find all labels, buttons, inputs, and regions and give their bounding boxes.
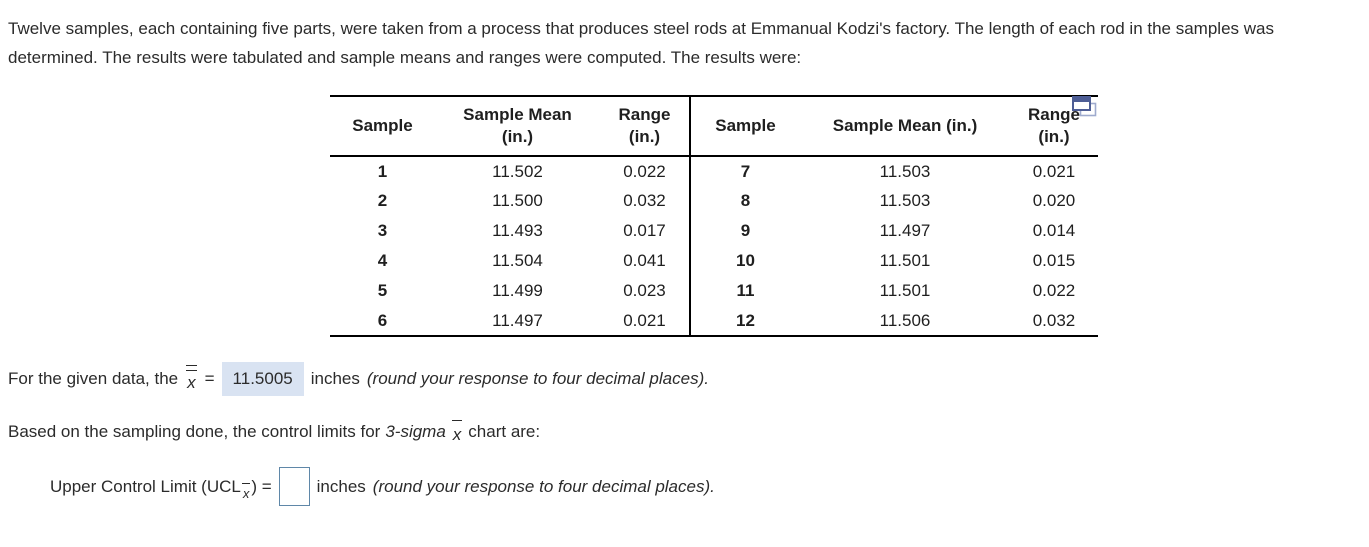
ucl-answer-input[interactable] [278, 467, 310, 506]
header-mean-left: Sample Mean (in.) [463, 105, 572, 146]
unit-label: inches [310, 369, 360, 388]
ucl-line: Upper Control Limit (UCL x ) = inches (r… [50, 467, 1369, 506]
cell-sample: 11 [689, 276, 800, 306]
control-limits-line: Based on the sampling done, the control … [8, 420, 1369, 443]
cell-mean: 11.493 [492, 221, 543, 240]
header-range-right: Range (in.) [1028, 105, 1080, 146]
cell-range: 0.017 [623, 221, 666, 240]
rounding-note: (round your response to four decimal pla… [372, 476, 715, 496]
question-text: Twelve samples, each containing five par… [8, 19, 1274, 67]
samples-table: Sample Sample Mean (in.) Range (in.) Sam… [330, 95, 1098, 337]
unit-label: inches [316, 476, 366, 496]
samples-table-area: Sample Sample Mean (in.) Range (in.) Sam… [330, 95, 1098, 337]
control-limits-prefix: Based on the sampling done, the control … [8, 421, 381, 441]
open-in-new-window-icon[interactable] [1071, 95, 1098, 118]
header-mean-right: Sample Mean (in.) [832, 116, 978, 135]
table-row: 4 11.504 0.041 10 11.501 0.015 [330, 246, 1098, 276]
cell-range: 0.021 [623, 310, 666, 330]
cell-mean: 11.497 [879, 221, 931, 240]
cell-sample: 12 [689, 306, 800, 336]
cell-sample: 2 [377, 191, 388, 210]
cell-sample: 10 [689, 246, 800, 276]
cell-sample: 7 [689, 156, 800, 186]
cell-range: 0.015 [1032, 251, 1076, 270]
cell-range: 0.041 [623, 251, 666, 270]
cell-range: 0.032 [1032, 310, 1076, 330]
ucl-label-prefix: Upper Control Limit (UCL [50, 476, 241, 496]
cell-range: 0.022 [623, 161, 666, 181]
cell-sample: 9 [689, 216, 800, 246]
cell-mean: 11.499 [492, 281, 543, 300]
table-row: 2 11.500 0.032 8 11.503 0.020 [330, 186, 1098, 216]
cell-sample: 6 [377, 310, 388, 330]
x-bar-subscript-symbol: x [241, 482, 250, 501]
cell-range: 0.020 [1032, 191, 1076, 210]
cell-sample: 3 [377, 221, 388, 240]
cell-sample: 8 [689, 186, 800, 216]
xdoublebar-prefix: For the given data, the [8, 369, 179, 388]
cell-range: 0.021 [1032, 161, 1076, 181]
three-sigma-label: 3-sigma [385, 421, 446, 441]
cell-range: 0.022 [1032, 281, 1076, 300]
cell-mean: 11.501 [879, 251, 931, 270]
cell-mean: 11.503 [879, 161, 931, 181]
x-double-bar-symbol: x [186, 364, 197, 392]
table-row: 3 11.493 0.017 9 11.497 0.014 [330, 216, 1098, 246]
cell-mean: 11.504 [492, 251, 543, 270]
ucl-label: Upper Control Limit (UCL x ) = [50, 476, 272, 501]
x-bar-symbol: x [451, 420, 462, 444]
header-sample-right: Sample [689, 96, 800, 156]
table-row: 6 11.497 0.021 12 11.506 0.032 [330, 306, 1098, 336]
table-row: 1 11.502 0.022 7 11.503 0.021 [330, 156, 1098, 186]
cell-mean: 11.497 [492, 310, 543, 330]
cell-range: 0.032 [623, 191, 666, 210]
cell-sample: 1 [377, 161, 388, 181]
xdoublebar-answer-box[interactable]: 11.5005 [221, 362, 304, 396]
cell-range: 0.014 [1032, 221, 1076, 240]
cell-sample: 4 [377, 251, 388, 270]
ucl-label-suffix: ) = [251, 476, 272, 496]
cell-mean: 11.500 [492, 191, 543, 210]
table-row: 5 11.499 0.023 11 11.501 0.022 [330, 276, 1098, 306]
cell-mean: 11.506 [879, 310, 931, 330]
cell-mean: 11.501 [879, 281, 931, 300]
rounding-note: (round your response to four decimal pla… [366, 369, 709, 388]
xdoublebar-line: For the given data, the x = 11.5005 inch… [8, 362, 1369, 396]
equals-sign: = [204, 369, 215, 388]
cell-mean: 11.502 [492, 161, 543, 181]
table-header-row: Sample Sample Mean (in.) Range (in.) Sam… [330, 96, 1098, 156]
cell-mean: 11.503 [879, 191, 931, 210]
header-sample-left: Sample [352, 116, 413, 135]
cell-sample: 5 [377, 281, 388, 300]
cell-range: 0.023 [623, 281, 666, 300]
control-limits-suffix: chart are: [468, 421, 541, 441]
header-range-left: Range (in.) [618, 105, 671, 146]
